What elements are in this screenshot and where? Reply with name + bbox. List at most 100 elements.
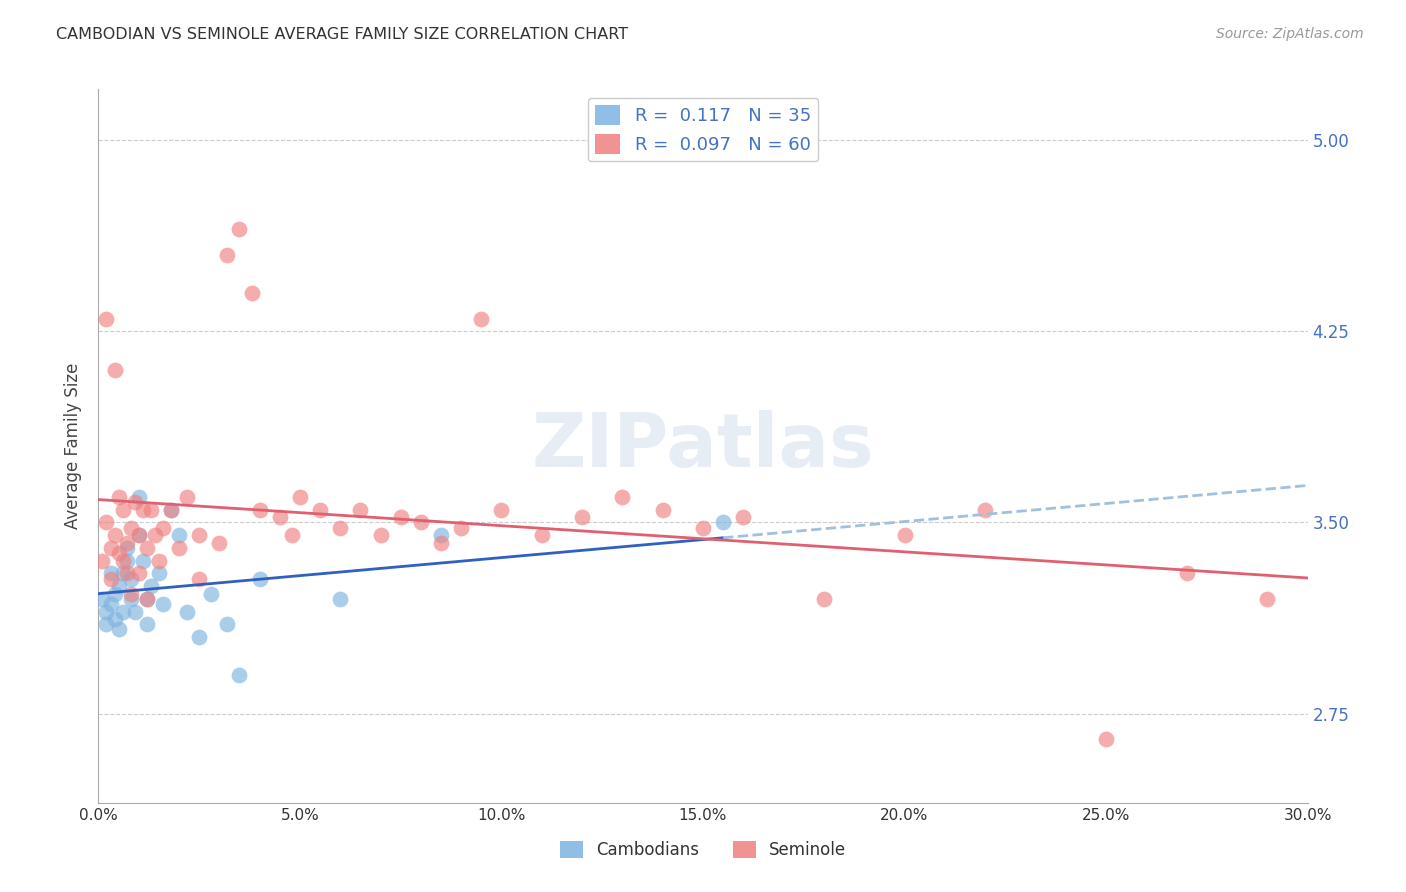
Point <box>91 591 114 606</box>
Point <box>135 591 157 606</box>
Point <box>188 630 211 644</box>
Point <box>115 566 138 581</box>
Point <box>160 502 183 516</box>
Point <box>128 528 150 542</box>
Point <box>530 528 553 542</box>
Point <box>107 623 129 637</box>
Point <box>120 520 142 534</box>
Point <box>329 520 352 534</box>
Point <box>128 528 150 542</box>
Point <box>1095 732 1118 747</box>
Point <box>167 528 190 542</box>
Point <box>450 520 472 534</box>
Point <box>370 528 392 542</box>
Point <box>100 597 122 611</box>
Point <box>249 572 271 586</box>
Point <box>711 516 734 530</box>
Point <box>409 516 432 530</box>
Point <box>143 528 166 542</box>
Point <box>893 528 915 542</box>
Point <box>132 502 155 516</box>
Point <box>124 495 146 509</box>
Point <box>152 520 174 534</box>
Point <box>139 579 162 593</box>
Point <box>132 554 155 568</box>
Point <box>188 572 211 586</box>
Legend: Cambodians, Seminole: Cambodians, Seminole <box>553 834 853 866</box>
Point <box>91 554 114 568</box>
Point <box>107 579 129 593</box>
Point <box>651 502 673 516</box>
Point <box>208 536 231 550</box>
Point <box>692 520 714 534</box>
Point <box>491 502 513 516</box>
Point <box>329 591 352 606</box>
Point <box>96 311 118 326</box>
Point <box>107 546 129 560</box>
Point <box>167 541 190 555</box>
Point <box>124 605 146 619</box>
Point <box>120 591 142 606</box>
Point <box>1256 591 1278 606</box>
Text: ZIPatlas: ZIPatlas <box>531 409 875 483</box>
Point <box>288 490 311 504</box>
Point <box>813 591 835 606</box>
Point <box>96 516 118 530</box>
Point <box>470 311 492 326</box>
Point <box>249 502 271 516</box>
Point <box>107 490 129 504</box>
Point <box>240 286 263 301</box>
Point <box>148 566 170 581</box>
Point <box>135 617 157 632</box>
Point <box>612 490 634 504</box>
Point <box>176 605 198 619</box>
Text: Source: ZipAtlas.com: Source: ZipAtlas.com <box>1216 27 1364 41</box>
Point <box>200 587 222 601</box>
Point <box>103 612 125 626</box>
Point <box>96 617 118 632</box>
Point <box>115 541 138 555</box>
Point <box>96 605 118 619</box>
Point <box>430 536 453 550</box>
Point <box>217 248 239 262</box>
Point <box>974 502 997 516</box>
Point <box>100 572 122 586</box>
Y-axis label: Average Family Size: Average Family Size <box>65 363 83 529</box>
Point <box>115 554 138 568</box>
Point <box>430 528 453 542</box>
Point <box>103 362 125 376</box>
Point <box>128 490 150 504</box>
Point <box>176 490 198 504</box>
Point <box>228 222 250 236</box>
Point <box>100 541 122 555</box>
Point <box>100 566 122 581</box>
Point <box>139 502 162 516</box>
Point <box>1175 566 1198 581</box>
Point <box>571 510 593 524</box>
Point <box>281 528 304 542</box>
Point <box>135 591 157 606</box>
Point <box>389 510 412 524</box>
Point <box>120 572 142 586</box>
Point <box>115 536 138 550</box>
Point <box>217 617 239 632</box>
Point <box>103 587 125 601</box>
Point <box>148 554 170 568</box>
Point <box>135 541 157 555</box>
Point <box>349 502 371 516</box>
Point <box>309 502 332 516</box>
Point <box>111 554 134 568</box>
Point <box>152 597 174 611</box>
Point <box>188 528 211 542</box>
Point <box>103 528 125 542</box>
Point <box>111 502 134 516</box>
Point <box>120 587 142 601</box>
Point <box>111 605 134 619</box>
Point <box>128 566 150 581</box>
Text: CAMBODIAN VS SEMINOLE AVERAGE FAMILY SIZE CORRELATION CHART: CAMBODIAN VS SEMINOLE AVERAGE FAMILY SIZ… <box>56 27 628 42</box>
Point <box>269 510 291 524</box>
Point <box>733 510 755 524</box>
Point <box>160 502 183 516</box>
Point <box>111 566 134 581</box>
Point <box>228 668 250 682</box>
